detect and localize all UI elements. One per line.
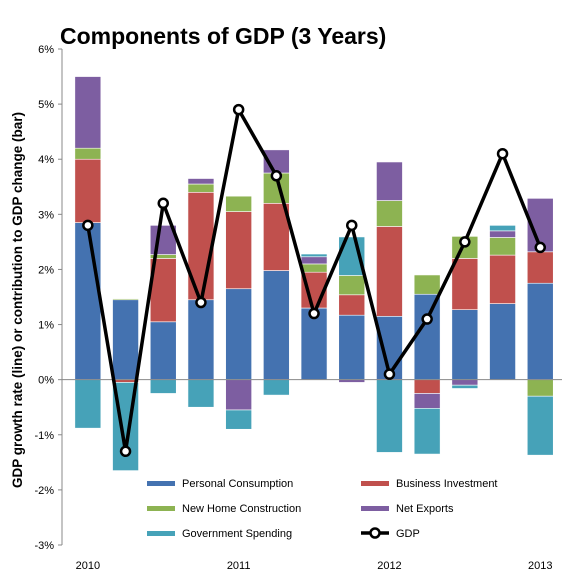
gdp-point xyxy=(383,368,396,380)
gdp-point xyxy=(534,241,546,254)
y-tick-label: 5% xyxy=(38,99,54,111)
y-tick-label: 1% xyxy=(38,320,54,332)
y-tick-label: -1% xyxy=(34,430,54,442)
bar-new-home-construction xyxy=(187,183,215,193)
bar-new-home-construction xyxy=(300,263,328,273)
legend-swatch-government-spending xyxy=(147,531,175,536)
gdp-point xyxy=(346,219,358,232)
legend: Personal Consumption Business Investment N… xyxy=(147,478,498,540)
gdp-point xyxy=(421,313,433,325)
gdp-point xyxy=(195,296,207,309)
bar-personal-consumption xyxy=(263,270,290,380)
legend-swatch-net-exports xyxy=(361,506,389,511)
bar-business-investment xyxy=(187,191,215,301)
bar-personal-consumption xyxy=(112,299,139,380)
bar-net-exports xyxy=(74,76,102,149)
bar-business-investment xyxy=(376,226,403,317)
bar-new-home-construction xyxy=(225,195,252,212)
bar-government-spending xyxy=(187,379,215,408)
bar-personal-consumption xyxy=(74,222,102,380)
bar-net-exports xyxy=(489,230,516,238)
bar-net-exports xyxy=(300,256,328,265)
y-tick-label: 3% xyxy=(38,209,54,221)
bar-business-investment xyxy=(263,203,290,271)
gdp-point xyxy=(308,307,320,320)
bar-government-spending xyxy=(225,409,252,430)
bar-government-spending xyxy=(376,379,403,453)
legend-label-business-investment: Business Investment xyxy=(396,478,498,490)
y-tick-label: 0% xyxy=(38,375,54,387)
legend-swatch-business-investment xyxy=(361,481,389,486)
bar-personal-consumption xyxy=(526,282,554,380)
y-axis-label: GDP growth rate (line) or contribution t… xyxy=(10,112,25,488)
legend-swatch-new-home-construction xyxy=(147,506,175,511)
y-tick-label: 6% xyxy=(38,44,54,56)
bar-business-investment xyxy=(413,379,441,394)
bar-net-exports xyxy=(225,379,252,411)
legend-marker-gdp xyxy=(369,527,381,539)
y-tick-label: -2% xyxy=(34,485,54,497)
bar-new-home-construction xyxy=(489,237,516,256)
bar-new-home-construction xyxy=(413,274,441,295)
bar-personal-consumption xyxy=(489,303,516,380)
bar-personal-consumption xyxy=(413,293,441,380)
bar-net-exports xyxy=(376,161,403,201)
bar-new-home-construction xyxy=(112,298,139,301)
bar-new-home-construction xyxy=(526,379,554,397)
y-tick-label: 4% xyxy=(38,154,54,166)
bar-personal-consumption xyxy=(187,299,215,380)
gdp-point xyxy=(232,103,245,116)
legend-swatch-personal-consumption xyxy=(147,481,175,486)
legend-label-new-home-construction: New Home Construction xyxy=(182,503,301,515)
gdp-point xyxy=(119,445,132,458)
bar-personal-consumption xyxy=(451,309,479,380)
bar-government-spending xyxy=(489,225,516,232)
bar-government-spending xyxy=(300,253,328,258)
legend-label-net-exports: Net Exports xyxy=(396,503,454,515)
bar-new-home-construction xyxy=(338,275,366,296)
gdp-point xyxy=(459,236,471,248)
legend-label-government-spending: Government Spending xyxy=(182,528,292,540)
x-tick-label: 2011 xyxy=(227,560,251,572)
x-tick-label: 2010 xyxy=(76,560,100,572)
gdp-point xyxy=(157,197,169,210)
bar-government-spending xyxy=(74,379,102,429)
bar-personal-consumption xyxy=(300,307,328,380)
bar-government-spending xyxy=(149,379,177,394)
bar-personal-consumption xyxy=(149,321,177,380)
x-tick-label: 2013 xyxy=(528,560,552,572)
bar-business-investment xyxy=(489,254,516,304)
bar-business-investment xyxy=(451,258,479,310)
gdp-point xyxy=(270,170,283,182)
y-tick-label: -3% xyxy=(34,540,54,552)
gdp-point xyxy=(496,147,509,160)
plot-area: -3% -2% -1% 0% 1% 2% 3% 4% 5% 6% 2010 2011 2012 2013 xyxy=(34,44,562,572)
bar-personal-consumption xyxy=(338,314,366,380)
bar-new-home-construction xyxy=(74,147,102,160)
bar-business-investment xyxy=(225,211,252,290)
gdp-point xyxy=(82,219,94,232)
bar-business-investment xyxy=(526,251,554,284)
bar-personal-consumption xyxy=(225,288,252,380)
bar-government-spending xyxy=(451,384,479,389)
legend-label-gdp: GDP xyxy=(396,528,420,540)
bar-government-spending xyxy=(413,408,441,455)
bar-net-exports xyxy=(413,393,441,409)
chart-title: Components of GDP (3 Years) xyxy=(60,23,386,49)
bar-business-investment xyxy=(338,294,366,316)
bar-net-exports xyxy=(451,379,479,386)
bar-government-spending xyxy=(526,395,554,456)
bar-business-investment xyxy=(74,158,102,223)
bar-new-home-construction xyxy=(376,200,403,227)
bar-net-exports xyxy=(187,178,215,185)
bar-government-spending xyxy=(263,379,290,396)
legend-label-personal-consumption: Personal Consumption xyxy=(182,478,293,490)
x-tick-label: 2012 xyxy=(377,560,401,572)
y-tick-label: 2% xyxy=(38,264,54,276)
